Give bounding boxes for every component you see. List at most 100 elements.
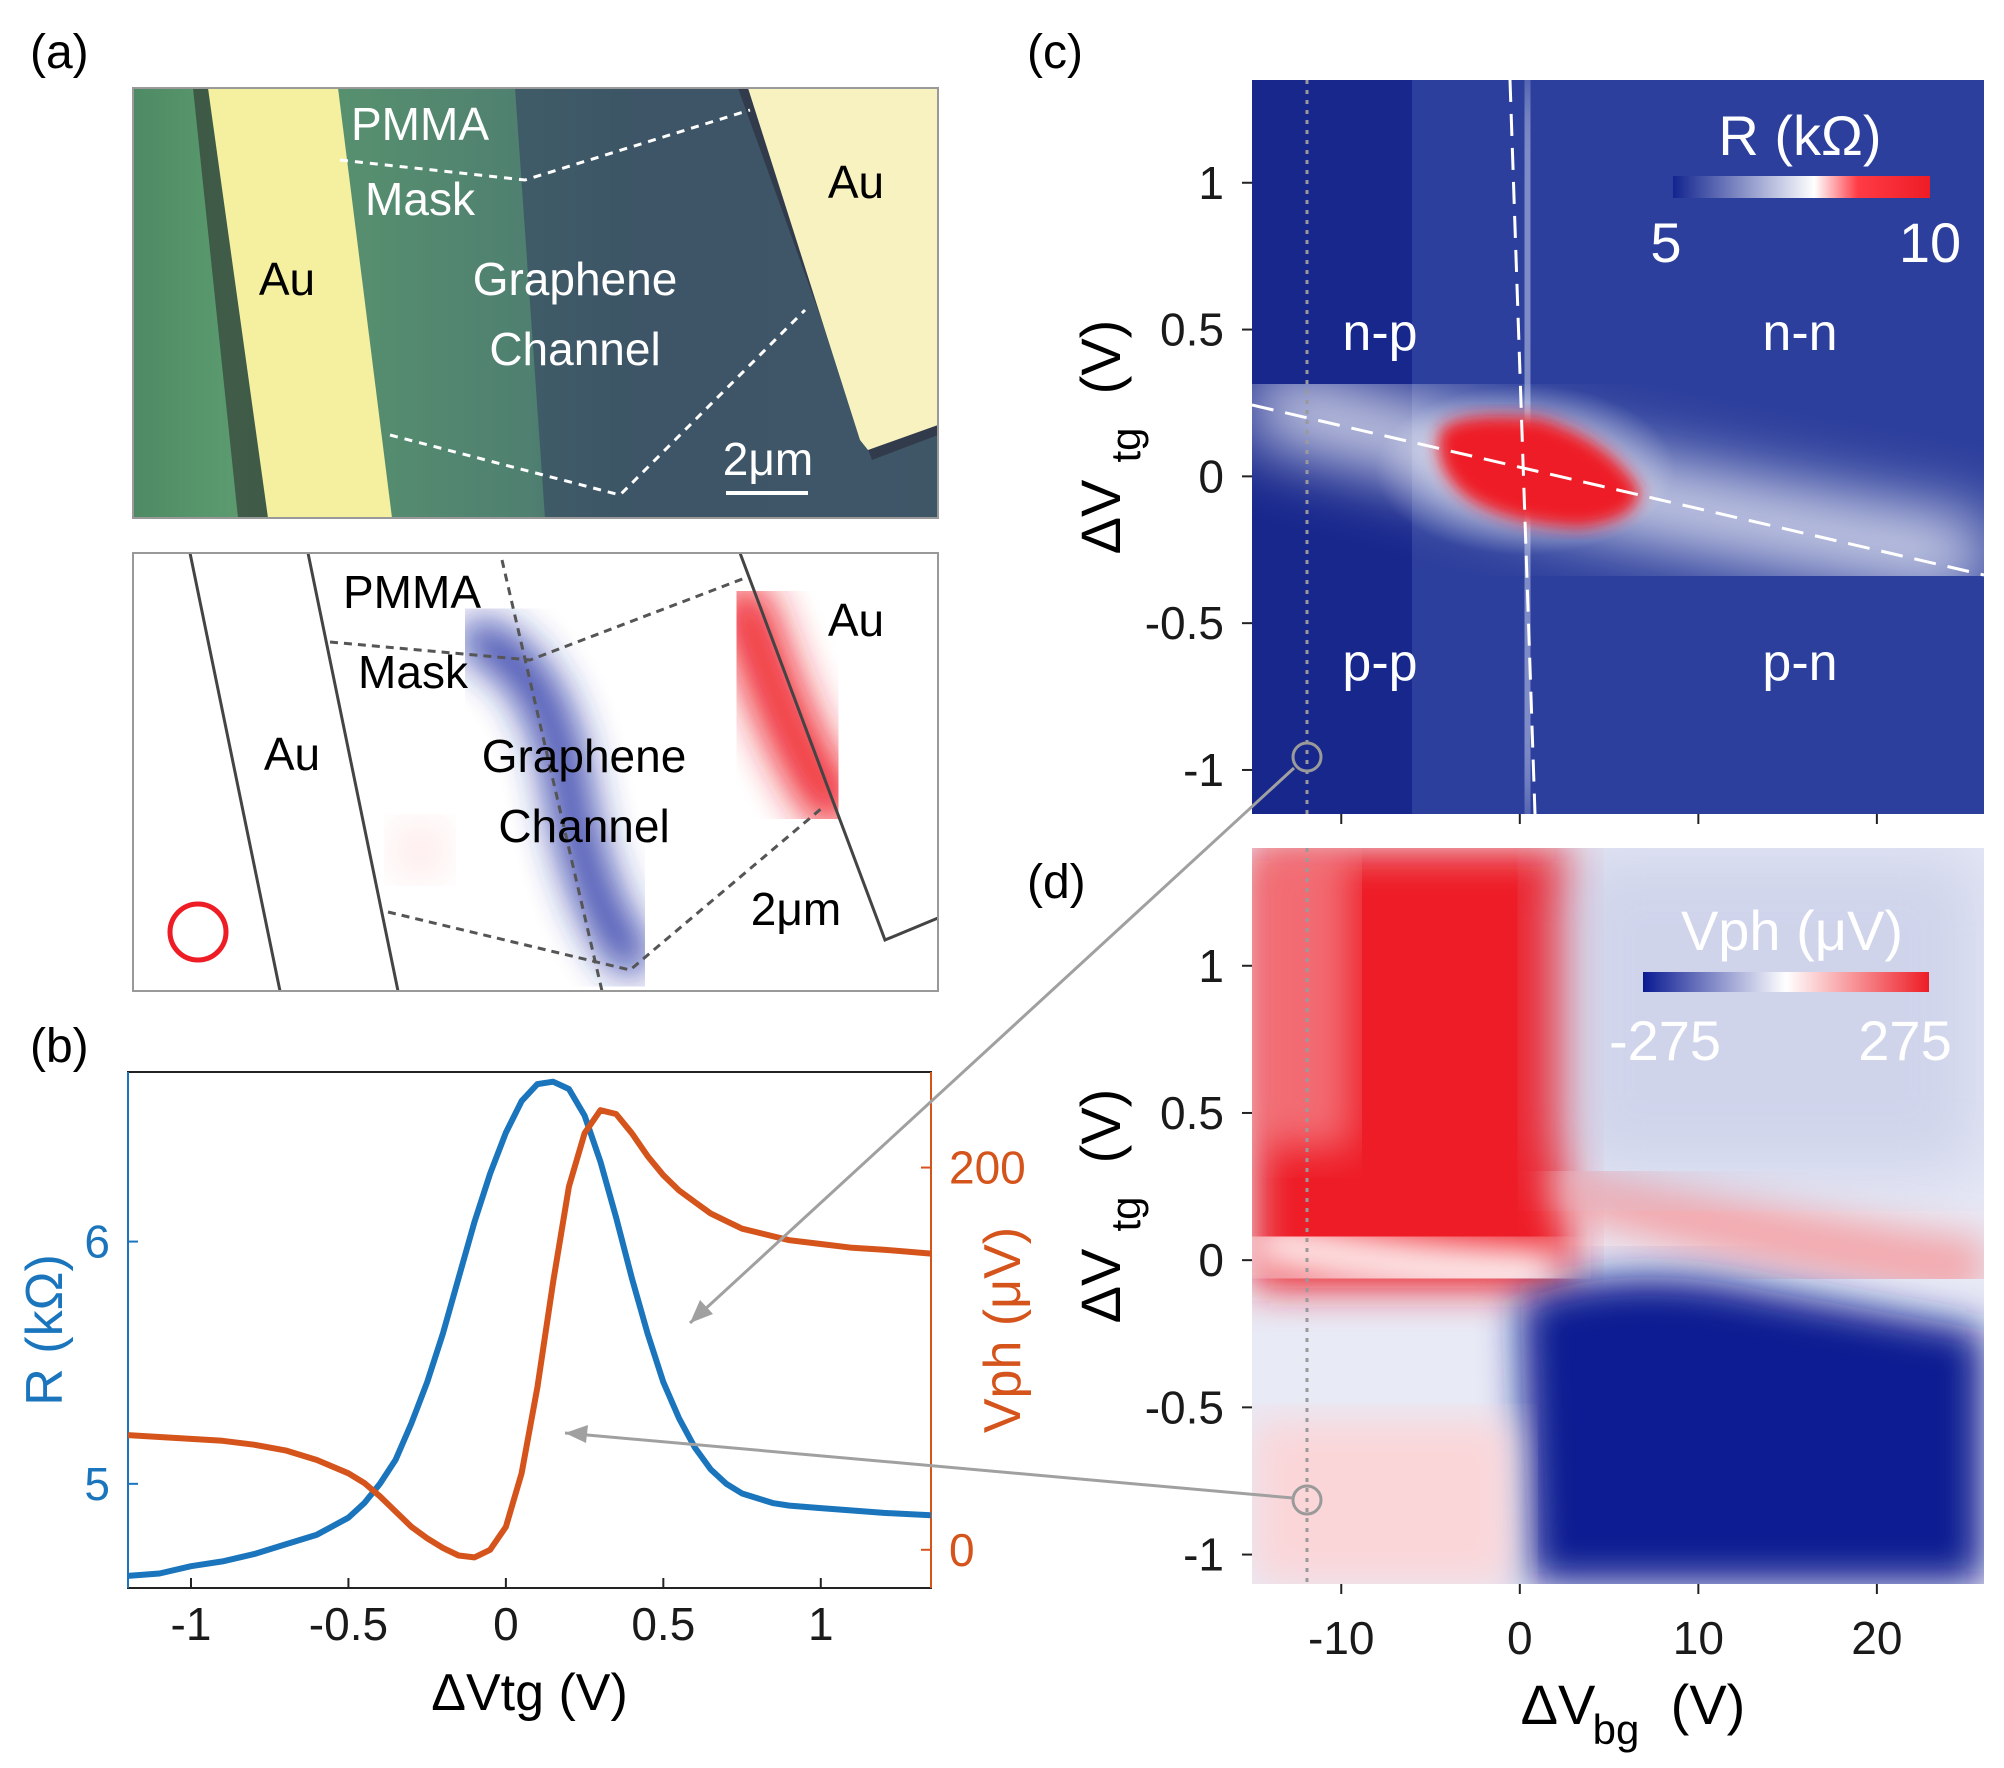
map-ylabel-sub: tg [1102,427,1149,462]
arrow-d-to-b-head [565,1425,588,1443]
series-r-line [127,1078,932,1579]
panel-b-axes: -1 -0.5 0 0.5 1 5 6 0 200 ΔVtg (V) R (kΩ) Vph (μV) [16,1142,1032,1722]
v-cut-marker [1291,1484,1323,1516]
v-blue-block [1520,1277,1984,1584]
r-colorbar-max: 10 [1899,211,1961,274]
scale-label: 2μm [723,433,813,485]
r-colorbar-title: R (kΩ) [1718,104,1881,167]
channel-label: Channel [489,323,660,375]
au-left-label-b: Au [264,728,320,780]
panel-b-plot: -1 -0.5 0 0.5 1 5 6 0 200 ΔVtg (V) R (kΩ) Vph (μV) [16,1071,1032,1722]
panel-d-map: Vph (μV) -275 275 [1252,848,1984,1584]
region-pp-label: p-p [1342,634,1417,692]
map-ytick-label: 0 [1198,1234,1224,1286]
b-ytick-left-label: 5 [84,1458,110,1510]
mask-label: Mask [365,173,476,225]
map-ytick-label: -0.5 [1145,597,1224,649]
v-white-ridge [1252,1215,1561,1300]
v-pale-blue [1560,848,1984,1178]
panel-c-axes: 1 0.5 0 -0.5 -1 ΔV tg (V) [1069,157,1878,824]
graphene-label: Graphene [473,253,678,305]
map-ytick-label: 0.5 [1160,304,1224,356]
v-red-corner [1252,848,1352,1148]
mask-outline-top-b [329,576,746,662]
region-pn-label: p-n [1762,634,1837,692]
au-right-electrode [748,88,938,450]
b-xtick-label: -1 [171,1598,212,1650]
v-colorbar [1643,972,1929,992]
au-right-label-b: Au [828,594,884,646]
b-xtick-label: -0.5 [309,1598,388,1650]
au-left-electrode [208,88,392,518]
map-xlabel-sub: bg [1593,1706,1640,1753]
b-xtick-label: 0.5 [631,1598,695,1650]
map-xlabel: ΔV [1521,1673,1596,1736]
region-np-label: n-p [1342,304,1417,362]
map-ylabel-unit: (V) [1069,1089,1132,1164]
b-ylabel-right: Vph (μV) [974,1227,1032,1433]
map-ytick-label: 0.5 [1160,1087,1224,1139]
map-ylabel-sub: tg [1102,1196,1149,1231]
au-left-edge-line-2 [306,553,400,991]
map-xtick-label: 10 [1673,1612,1724,1664]
au-right-label: Au [828,156,884,208]
panel-tag-c: (c) [1027,26,1083,79]
series-vph-line [127,1107,932,1561]
channel-label-b: Channel [498,800,669,852]
b-ylabel-left: R (kΩ) [16,1254,74,1406]
map-ytick-label: -1 [1183,744,1224,796]
graphene-label-b: Graphene [482,730,687,782]
b-ytick-right-label: 200 [949,1142,1026,1194]
pmma-label-b: PMMA [343,566,481,618]
r-peak [1438,415,1640,528]
r-dirac-line-diagonal [1252,403,1984,577]
au-right-edge-line [738,553,938,942]
map-xtick-label: 20 [1851,1612,1902,1664]
panel-a-micrograph: PMMA Mask Au Au Graphene Channel 2μm [133,88,938,518]
faint-red-spot [390,820,450,880]
au-left-label: Au [259,253,315,305]
b-ytick-right-label: 0 [949,1524,975,1576]
panel-a-top-frame [132,87,939,519]
mask-outline-bottom [389,308,807,497]
panel-tag-d: (d) [1027,856,1086,909]
panel-tag-b: (b) [30,1020,89,1073]
blue-photoresponse [459,619,651,976]
panel-a-photomap: PMMA Mask Au Au Graphene Channel 2μm [133,553,938,991]
panel-c-map: n-p n-n p-p p-n R (kΩ) 5 10 [1252,80,1984,814]
map-xlabel-unit: (V) [1671,1673,1746,1736]
map-ytick-label: -0.5 [1145,1381,1224,1433]
v-red-tail [1549,1151,1984,1300]
map-xtick-label: -10 [1308,1612,1374,1664]
map-ytick-label: -1 [1183,1529,1224,1581]
v-colorbar-title: Vph (μV) [1681,899,1903,962]
b-xlabel: ΔVtg (V) [431,1664,628,1722]
r-dirac-line-vertical [1508,80,1537,814]
panel-tag-a: (a) [30,26,89,79]
map-ylabel: ΔV [1069,479,1132,554]
v-pink-bottom [1252,1420,1512,1584]
v-colorbar-max: 275 [1858,1009,1951,1072]
region-nn-label: n-n [1762,304,1837,362]
scale-label-b: 2μm [751,883,841,935]
au-left-edge-line-1 [188,553,282,991]
mask-outline-top [339,108,751,182]
red-photoresponse [717,582,858,828]
arrow-c-to-b-head [690,1300,713,1323]
laser-spot-marker [167,901,229,963]
v-colorbar-min: -275 [1609,1009,1721,1072]
graphene-edge-dashed [500,559,604,991]
mask-label-b: Mask [358,646,469,698]
map-xtick-label: 0 [1507,1612,1533,1664]
r-colorbar [1673,176,1930,198]
b-ytick-left-label: 6 [84,1216,110,1268]
map-ytick-label: 1 [1198,157,1224,209]
panel-a-bottom-frame [132,552,939,992]
map-ytick-label: 1 [1198,940,1224,992]
arrow-d-to-b [564,1431,1294,1500]
map-ytick-label: 0 [1198,450,1224,502]
r-colorbar-min: 5 [1650,211,1681,274]
